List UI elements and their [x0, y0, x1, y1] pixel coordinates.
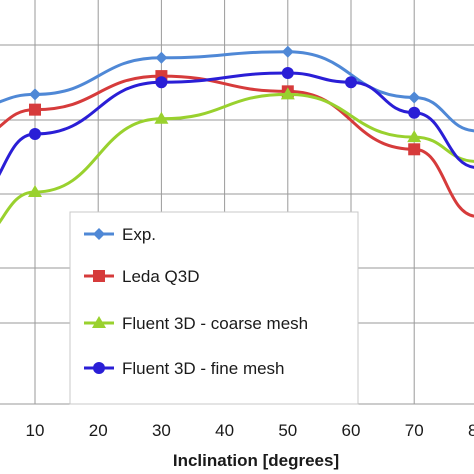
legend-marker	[93, 362, 105, 374]
data-point	[408, 106, 421, 119]
data-point	[345, 76, 357, 89]
data-point	[408, 91, 421, 104]
x-tick-label: 70	[405, 421, 424, 440]
series-0	[0, 45, 474, 133]
x-tick-labels: 10 20 30 40 50 60 70 80	[26, 421, 474, 440]
data-point	[29, 103, 41, 116]
data-point	[29, 88, 41, 101]
legend-label: Exp.	[122, 225, 156, 244]
data-point	[29, 128, 41, 141]
x-tick-label: 10	[26, 421, 45, 440]
series-3	[0, 67, 474, 177]
x-tick-label: 20	[89, 421, 108, 440]
legend-box	[69, 211, 359, 405]
x-axis-label: Inclination [degrees]	[173, 451, 339, 470]
data-point	[408, 143, 421, 156]
x-tick-label: 40	[215, 421, 234, 440]
legend-marker	[93, 228, 105, 240]
series-layer	[0, 45, 474, 225]
data-point	[280, 87, 295, 100]
legend-label: Fluent 3D - coarse mesh	[122, 314, 308, 333]
data-point	[407, 130, 422, 143]
data-point	[281, 45, 294, 58]
x-tick-label: 50	[278, 421, 297, 440]
series-line	[0, 50, 474, 133]
x-tick-label: 30	[152, 421, 171, 440]
legend-label: Fluent 3D - fine mesh	[122, 359, 285, 378]
data-point	[154, 111, 169, 124]
data-point	[28, 185, 42, 197]
data-point	[281, 67, 294, 80]
legend: Exp. Leda Q3D Fluent 3D - coarse mesh Fluen…	[69, 211, 359, 405]
data-point	[155, 76, 168, 89]
legend-marker	[93, 270, 105, 282]
legend-marker	[92, 316, 106, 328]
legend-label: Leda Q3D	[122, 267, 200, 286]
series-2	[0, 87, 474, 225]
data-point	[155, 51, 168, 64]
x-tick-label: 60	[342, 421, 361, 440]
x-tick-label: 80	[468, 421, 474, 440]
